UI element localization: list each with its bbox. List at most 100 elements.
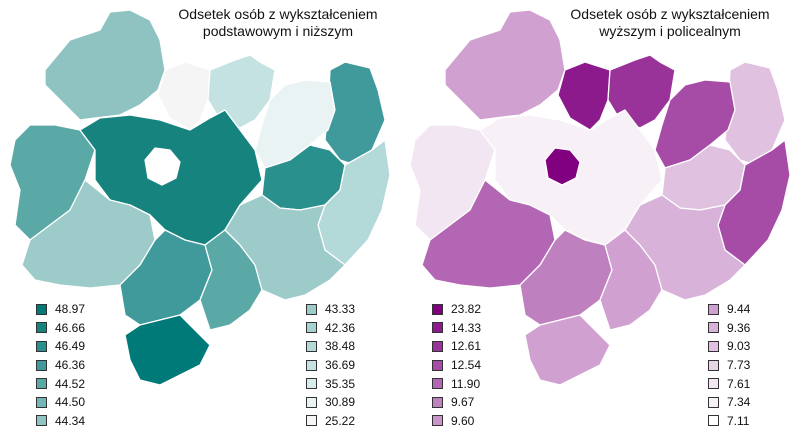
legend-swatch [306,303,317,315]
legend-swatch [36,378,47,390]
legend-swatch [36,359,47,371]
legend-item: 11.90 [432,374,481,393]
legend-label: 12.61 [451,339,482,354]
legend-item: 23.82 [432,300,481,319]
region-east [317,139,391,266]
legend-swatch [708,378,719,390]
legend-label: 7.61 [727,376,751,391]
region-north-center [557,61,611,131]
legend-swatch [432,340,443,352]
legend-label: 9.03 [727,339,751,354]
map-title-line1: Odsetek osób z wykształceniem [178,6,378,22]
legend-label: 7.73 [727,358,751,373]
legend-swatch [432,322,443,334]
legend-swatch [306,378,317,390]
legend-item: 38.48 [306,337,355,356]
legend-item: 9.44 [708,300,750,319]
map-title-line2: podstawowym i niższym [202,23,354,39]
legend-higher-right: 9.44 9.36 9.03 7.73 7.61 7.34 7.11 [708,300,750,430]
map-title-line1: Odsetek osób z wykształceniem [570,6,770,22]
legend-swatch [306,415,317,427]
legend-swatch [708,340,719,352]
legend-label: 36.69 [325,358,356,373]
legend-label: 9.67 [451,395,475,410]
legend-swatch [36,340,47,352]
legend-item: 43.33 [306,300,355,319]
legend-item: 42.36 [306,319,355,338]
legend-swatch [36,322,47,334]
legend-item: 46.66 [36,319,85,338]
legend-label: 9.44 [727,302,751,317]
legend-label: 46.49 [55,339,86,354]
region-east [717,139,791,266]
legend-swatch [708,303,719,315]
map-basic-education [9,9,391,386]
legend-swatch [432,415,443,427]
legend-swatch [432,359,443,371]
legend-label: 9.60 [451,413,475,428]
legend-label: 14.33 [451,320,482,335]
legend-higher-left: 23.82 14.33 12.61 12.54 11.90 9.67 9.60 [432,300,481,430]
legend-item: 44.52 [36,374,85,393]
region-south [124,314,211,386]
region-southeast [224,194,346,301]
legend-label: 43.33 [325,302,356,317]
legend-item: 12.54 [432,356,481,375]
legend-item: 44.34 [36,412,85,431]
legend-label: 48.97 [55,302,86,317]
legend-label: 30.89 [325,395,356,410]
legend-swatch [432,303,443,315]
legend-item: 48.97 [36,300,85,319]
legend-item: 7.11 [708,412,750,431]
legend-label: 7.11 [727,413,750,428]
region-northwest [44,9,166,121]
region-northeast-inner [654,79,736,169]
legend-label: 11.90 [451,376,481,391]
legend-swatch [306,359,317,371]
legend-label: 7.34 [727,395,751,410]
legend-basic-left: 48.97 46.66 46.49 46.36 44.52 44.50 44.34 [36,300,85,430]
region-northeast-inner [254,79,336,169]
legend-label: 46.66 [55,320,86,335]
region-southeast [624,194,746,301]
legend-item: 9.03 [708,337,750,356]
legend-label: 44.34 [55,413,86,428]
map-title-line2: wyższym i policealnym [599,23,741,39]
legend-item: 35.35 [306,374,355,393]
legend-basic-right: 43.33 42.36 38.48 36.69 35.35 30.89 25.22 [306,300,355,430]
legend-label: 44.52 [55,376,86,391]
legend-label: 44.50 [55,395,86,410]
legend-swatch [36,415,47,427]
legend-label: 12.54 [451,358,482,373]
map-title-higher: Odsetek osób z wykształceniem wyższym i … [560,6,780,40]
legend-label: 46.36 [55,358,86,373]
legend-item: 12.61 [432,337,481,356]
legend-item: 7.73 [708,356,750,375]
legend-item: 9.67 [432,393,481,412]
map-title-basic: Odsetek osób z wykształceniem podstawowy… [168,6,388,40]
legend-swatch [432,396,443,408]
legend-swatch [36,396,47,408]
legend-swatch [306,322,317,334]
legend-swatch [708,322,719,334]
region-south [524,314,611,386]
legend-item: 46.49 [36,337,85,356]
region-northwest [444,9,566,121]
legend-item: 44.50 [36,393,85,412]
legend-item: 9.36 [708,319,750,338]
legend-swatch [708,359,719,371]
legend-item: 36.69 [306,356,355,375]
legend-label: 35.35 [325,376,356,391]
legend-item: 30.89 [306,393,355,412]
legend-label: 23.82 [451,302,482,317]
legend-swatch [432,378,443,390]
legend-label: 25.22 [325,413,356,428]
legend-item: 25.22 [306,412,355,431]
legend-swatch [708,396,719,408]
legend-label: 42.36 [325,320,356,335]
legend-item: 14.33 [432,319,481,338]
legend-swatch [36,303,47,315]
legend-swatch [306,396,317,408]
legend-item: 7.34 [708,393,750,412]
